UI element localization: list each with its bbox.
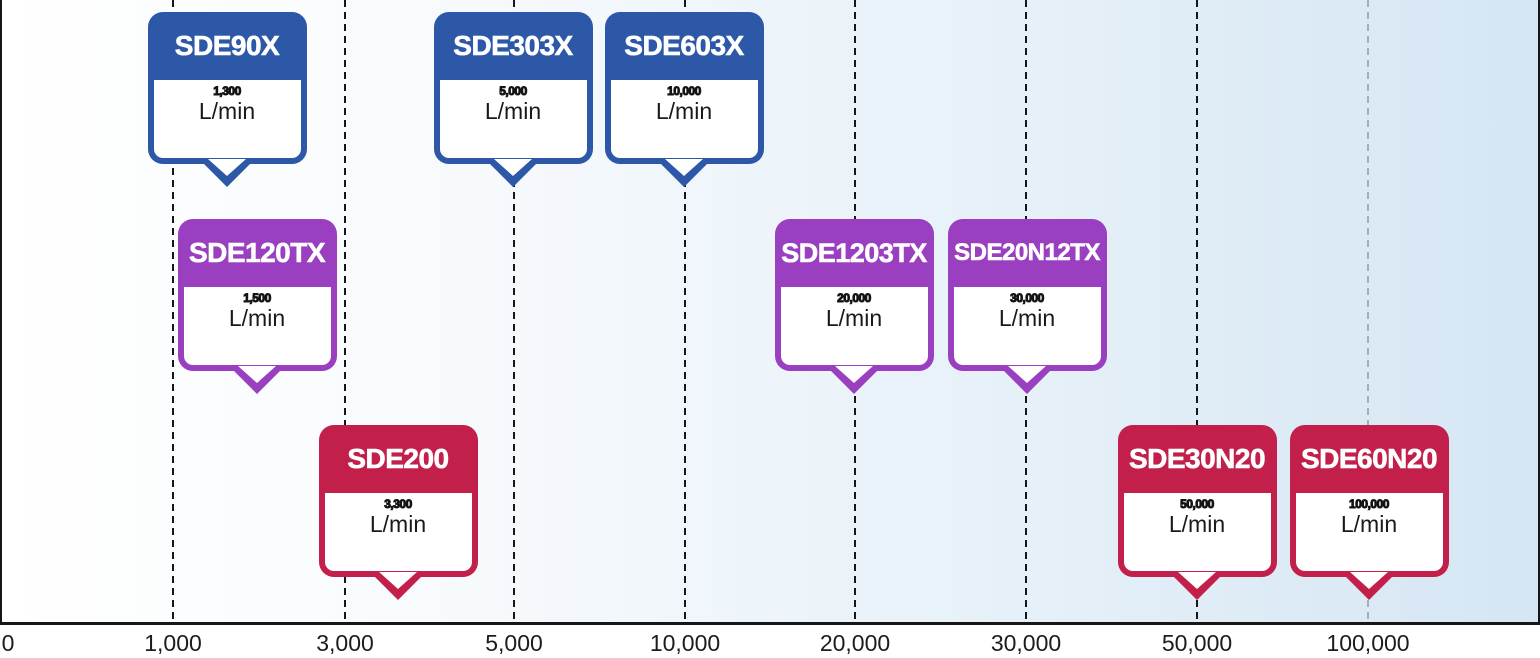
badge-body: 5,000 L/min xyxy=(433,80,593,164)
model-name: SDE200 xyxy=(347,443,449,475)
badge-body: 100,000 L/min xyxy=(1289,493,1449,577)
badge-header: SDE120TX xyxy=(177,219,337,287)
x-tick-label: 0 xyxy=(1,630,15,656)
badge-header: SDE30N20 xyxy=(1117,425,1277,493)
pointer-tail-icon xyxy=(199,159,255,187)
plot-area: SDE90X 1,300 L/min SDE303X 5,000 L/min S… xyxy=(0,0,1540,622)
gridline xyxy=(1367,0,1369,622)
flow-unit: L/min xyxy=(228,305,286,331)
model-name: SDE60N20 xyxy=(1300,443,1438,475)
product-badge-sde200: SDE200 3,300 L/min xyxy=(318,425,478,600)
pointer-tail-icon xyxy=(485,159,541,187)
badge-body: 3,300 L/min xyxy=(318,493,478,577)
badge-body: 1,500 L/min xyxy=(177,287,337,371)
product-badge-sde303x: SDE303X 5,000 L/min xyxy=(433,12,593,187)
badge-body: 30,000 L/min xyxy=(947,287,1107,371)
badge-header: SDE1203TX xyxy=(774,219,934,287)
pointer-tail-icon xyxy=(229,366,285,394)
flow-value: 1,500 xyxy=(243,291,272,305)
badge-body: 20,000 L/min xyxy=(774,287,934,371)
x-tick-label: 1,000 xyxy=(144,630,202,656)
product-badge-sde30n20: SDE30N20 50,000 L/min xyxy=(1117,425,1277,600)
flow-value: 1,300 xyxy=(213,84,242,98)
model-name: SDE303X xyxy=(453,30,574,62)
pointer-tail-icon xyxy=(370,572,426,600)
model-name: SDE90X xyxy=(174,30,280,62)
model-name: SDE30N20 xyxy=(1128,443,1266,475)
badge-header: SDE603X xyxy=(604,12,764,80)
x-tick-label: 30,000 xyxy=(990,630,1062,656)
flow-value: 20,000 xyxy=(837,291,872,305)
pointer-tail-icon xyxy=(1169,572,1225,600)
flow-unit: L/min xyxy=(369,511,427,537)
pointer-tail-icon xyxy=(656,159,712,187)
badge-header: SDE303X xyxy=(433,12,593,80)
badge-body: 10,000 L/min xyxy=(604,80,764,164)
model-name: SDE1203TX xyxy=(781,237,928,268)
badge-body: 1,300 L/min xyxy=(147,80,307,164)
badge-header: SDE90X xyxy=(147,12,307,80)
gridline xyxy=(684,0,686,622)
chart-right-border xyxy=(1538,0,1540,625)
model-name: SDE20N12TX xyxy=(954,239,1101,267)
gridline xyxy=(344,0,346,622)
x-tick-label: 50,000 xyxy=(1161,630,1233,656)
product-badge-sde20n12tx: SDE20N12TX 30,000 L/min xyxy=(947,219,1107,394)
x-axis-line xyxy=(0,622,1540,625)
pointer-tail-icon xyxy=(826,366,882,394)
badge-body: 50,000 L/min xyxy=(1117,493,1277,577)
flow-value: 10,000 xyxy=(667,84,702,98)
x-tick-label: 100,000 xyxy=(1326,630,1410,656)
flow-unit: L/min xyxy=(198,98,256,124)
gridline xyxy=(172,0,174,622)
flow-unit: L/min xyxy=(825,305,883,331)
x-axis-labels: 0 1,000 3,000 5,000 10,000 20,000 30,000 50,000… xyxy=(0,625,1540,658)
flow-value: 100,000 xyxy=(1349,497,1390,511)
model-name: SDE603X xyxy=(624,30,745,62)
flow-unit: L/min xyxy=(1340,511,1398,537)
x-tick-label: 10,000 xyxy=(649,630,721,656)
product-badge-sde120tx: SDE120TX 1,500 L/min xyxy=(177,219,337,394)
flow-unit: L/min xyxy=(484,98,542,124)
product-badge-sde60n20: SDE60N20 100,000 L/min xyxy=(1289,425,1449,600)
badge-header: SDE60N20 xyxy=(1289,425,1449,493)
gridline xyxy=(1196,0,1198,622)
badge-header: SDE200 xyxy=(318,425,478,493)
badge-header: SDE20N12TX xyxy=(947,219,1107,287)
x-tick-label: 3,000 xyxy=(316,630,374,656)
flow-value: 50,000 xyxy=(1180,497,1215,511)
flow-value: 30,000 xyxy=(1010,291,1045,305)
pointer-tail-icon xyxy=(1341,572,1397,600)
pointer-tail-icon xyxy=(999,366,1055,394)
product-badge-sde603x: SDE603X 10,000 L/min xyxy=(604,12,764,187)
flow-value: 5,000 xyxy=(499,84,528,98)
chart-left-border xyxy=(0,0,2,625)
flow-unit: L/min xyxy=(655,98,713,124)
product-badge-sde90x: SDE90X 1,300 L/min xyxy=(147,12,307,187)
x-tick-label: 20,000 xyxy=(819,630,891,656)
model-name: SDE120TX xyxy=(188,237,326,269)
gridline xyxy=(513,0,515,622)
flow-value: 3,300 xyxy=(384,497,413,511)
product-badge-sde1203tx: SDE1203TX 20,000 L/min xyxy=(774,219,934,394)
x-tick-label: 5,000 xyxy=(485,630,543,656)
flow-unit: L/min xyxy=(1168,511,1226,537)
flow-unit: L/min xyxy=(998,305,1056,331)
